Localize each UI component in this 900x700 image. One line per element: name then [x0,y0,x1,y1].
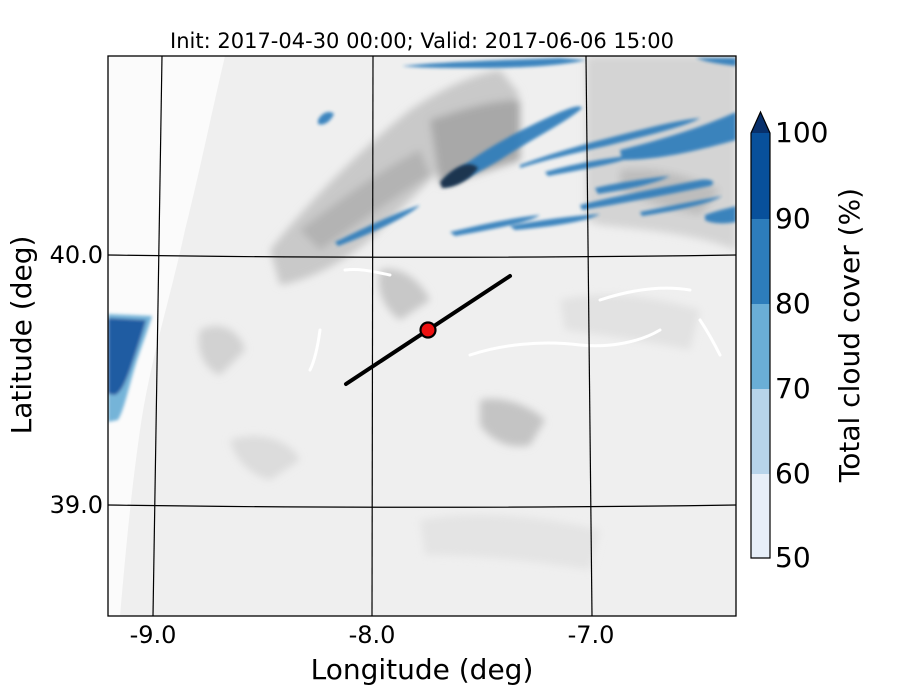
map-frame [107,55,737,617]
colorbar-tick-label: 70 [775,372,811,405]
colorbar-tick-label: 50 [775,541,811,574]
x-tick-label: -9.0 [130,621,177,649]
colorbar-segment [751,304,770,389]
x-axis-ticks: -9.0 -8.0 -7.0 [130,621,615,649]
colorbar-extend-arrow [751,112,770,133]
x-tick-label: -8.0 [349,621,396,649]
x-axis-label: Longitude (deg) [311,653,534,686]
location-marker [419,321,437,339]
colorbar-tick-label: 80 [775,287,811,320]
colorbar-label: Total cloud cover (%) [833,188,866,483]
colorbar-outline [750,110,771,559]
colorbar-segments [751,112,770,558]
parallel-lat-39 [108,504,736,508]
y-tick-label: 39.0 [50,491,103,519]
colorbar-tick-label: 90 [775,202,811,235]
cloud-cover-core [440,164,478,188]
meridian-lon-minus-9 [152,56,163,616]
colorbar-segment [751,389,770,474]
y-tick-label: 40.0 [50,241,103,269]
river-network [308,268,722,372]
y-axis-ticks: 40.0 39.0 [50,241,103,519]
map-title: Init: 2017-04-30 00:00; Valid: 2017-06-0… [170,29,674,53]
colorbar-tick-label: 100 [775,116,828,149]
y-axis-label: Latitude (deg) [5,236,38,435]
map-panel [108,56,736,616]
colorbar-segment [751,133,770,219]
colorbar-tick-label: 60 [775,457,811,490]
colorbar: 50 60 70 80 90 100 Total cloud cover (%) [750,110,866,574]
colorbar-segment [751,474,770,558]
colorbar-segment [751,219,770,304]
parallel-lat-40 [108,254,736,258]
graticule [108,56,736,616]
colorbar-ticks: 50 60 70 80 90 100 [775,116,828,574]
ocean-area [108,56,225,616]
x-tick-label: -7.0 [568,621,615,649]
meridian-lon-minus-7 [585,56,593,616]
meridian-lon-minus-8 [371,56,374,616]
cloud-cover-field [108,58,736,422]
